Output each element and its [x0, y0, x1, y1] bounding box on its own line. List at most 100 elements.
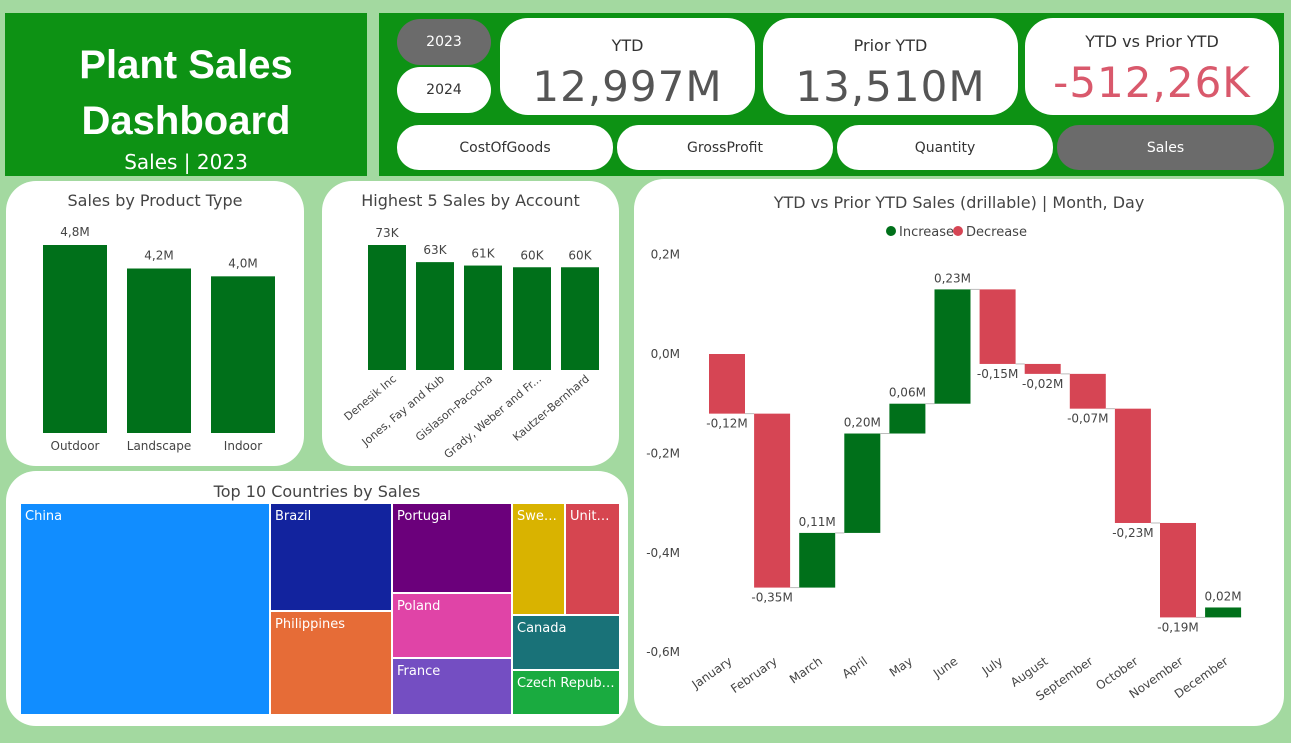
data-label: -0,12M — [706, 417, 747, 431]
data-label: 0,06M — [889, 386, 926, 400]
y-tick-label: -0,6M — [646, 645, 680, 659]
page-subtitle: Sales | 2023 — [124, 150, 248, 174]
bar — [211, 276, 275, 433]
kpi-diff-value: -512,26K — [1053, 58, 1251, 107]
product-type-card: Sales by Product Type 4,8M Outdoor 4,2M Lan… — [6, 181, 304, 466]
metric-button-label: CostOfGoods — [459, 139, 551, 156]
treemap-tile-label: Swed... — [517, 509, 564, 524]
metric-button-label: Sales — [1146, 139, 1185, 156]
waterfall-bar — [979, 289, 1016, 364]
treemap-tile[interactable]: Philippines — [271, 612, 391, 714]
waterfall-bar — [889, 403, 926, 434]
waterfall-bar — [1069, 373, 1106, 409]
product-type-title: Sales by Product Type — [67, 191, 243, 210]
bar — [43, 245, 107, 433]
metric-button-label: Quantity — [914, 139, 976, 156]
data-label: 73K — [375, 226, 399, 240]
bar — [368, 245, 406, 370]
account-title: Highest 5 Sales by Account — [361, 191, 580, 210]
treemap-tile-label: China — [25, 509, 63, 524]
countries-title: Top 10 Countries by Sales — [213, 482, 421, 501]
treemap-tile[interactable]: China — [21, 504, 269, 714]
treemap-tile-label: France — [397, 664, 441, 679]
kpi-prior-label: Prior YTD — [853, 36, 928, 55]
metric-button-sales[interactable]: Sales — [1057, 125, 1274, 170]
metric-button-costofgoods[interactable]: CostOfGoods — [397, 125, 613, 170]
kpi-ytd-label: YTD — [611, 36, 644, 55]
data-label: 61K — [471, 247, 495, 261]
x-tick-label: January — [689, 654, 735, 692]
year-button-2024[interactable]: 2024 — [397, 67, 491, 113]
legend-swatch-decrease — [953, 226, 963, 236]
treemap-tile[interactable]: Brazil — [271, 504, 391, 610]
treemap-tile-label: Philippines — [275, 617, 346, 632]
waterfall-bar — [934, 289, 971, 404]
bar — [561, 267, 599, 370]
treemap-tile[interactable]: France — [393, 659, 511, 714]
title-line-1: Plant Sales — [79, 43, 293, 87]
countries-treemap: China Brazil Philippines Portugal Poland… — [21, 504, 619, 714]
legend-swatch-increase — [886, 226, 896, 236]
x-tick-label: April — [840, 654, 871, 681]
treemap-tile-label: Brazil — [275, 509, 312, 524]
waterfall-title: YTD vs Prior YTD Sales (drillable) | Mon… — [773, 193, 1145, 212]
x-tick-label: July — [979, 654, 1006, 678]
data-label: 63K — [423, 243, 447, 257]
metric-button-label: GrossProfit — [687, 139, 763, 156]
data-label: 4,0M — [228, 256, 257, 270]
treemap-tile[interactable]: Canada — [513, 616, 619, 669]
title-line-2: Dashboard — [81, 99, 291, 143]
waterfall-bar — [709, 354, 745, 414]
y-tick-label: 0,2M — [651, 248, 680, 262]
metric-button-quantity[interactable]: Quantity — [837, 125, 1053, 170]
kpi-ytd-card: YTD 12,997M — [500, 18, 755, 115]
treemap-tile-label: Poland — [397, 599, 441, 614]
y-tick-label: -0,2M — [646, 446, 680, 460]
treemap-tile[interactable]: Poland — [393, 594, 511, 657]
bar — [127, 268, 191, 433]
data-label: 60K — [568, 248, 592, 262]
category-label: Grady, Weber and Fr... — [442, 372, 544, 461]
treemap-tile[interactable]: Czech Republic — [513, 671, 619, 714]
category-label: Landscape — [127, 439, 191, 453]
data-label: 0,02M — [1205, 589, 1242, 603]
data-label: -0,23M — [1112, 526, 1153, 540]
treemap-tile-label: Unite... — [570, 509, 617, 524]
data-label: -0,07M — [1067, 412, 1108, 426]
data-label: -0,19M — [1157, 620, 1198, 634]
treemap-tile[interactable]: Swed... — [513, 504, 564, 614]
treemap-tile[interactable]: Portugal — [393, 504, 511, 592]
data-label: -0,35M — [751, 591, 792, 605]
y-tick-label: 0,0M — [651, 347, 680, 361]
year-button-label: 2024 — [426, 82, 462, 98]
treemap-tile-label: Canada — [517, 621, 567, 636]
metric-button-grossprofit[interactable]: GrossProfit — [617, 125, 833, 170]
page-title: Plant Sales Dashboard — [5, 37, 367, 149]
treemap-tile[interactable]: Unite... — [566, 504, 619, 614]
legend-label: Increase — [899, 225, 954, 240]
product-type-chart: 4,8M Outdoor 4,2M Landscape 4,0M Indoor — [43, 225, 275, 453]
waterfall-bar — [1114, 408, 1151, 523]
waterfall-bar — [1205, 607, 1242, 618]
treemap-tile-label: Portugal — [397, 509, 451, 524]
data-label: -0,15M — [977, 367, 1018, 381]
category-label: Jones, Fay and Kub — [359, 372, 447, 449]
kpi-ytd-value: 12,997M — [532, 62, 723, 111]
waterfall-bar — [754, 413, 791, 588]
data-label: 60K — [520, 248, 544, 262]
legend-label: Decrease — [966, 225, 1027, 240]
kpi-prior-value: 13,510M — [795, 62, 986, 111]
waterfall-bar — [1024, 363, 1061, 374]
waterfall-bar — [1160, 522, 1196, 618]
title-panel: Plant Sales Dashboard Sales | 2023 — [5, 13, 367, 176]
x-tick-label: February — [728, 654, 780, 696]
x-tick-label: May — [887, 654, 915, 680]
year-button-2023[interactable]: 2023 — [397, 19, 491, 65]
category-label: Indoor — [224, 439, 262, 453]
x-tick-label: March — [787, 654, 825, 686]
waterfall-card: YTD vs Prior YTD Sales (drillable) | Mon… — [634, 179, 1284, 726]
x-tick-label: June — [930, 654, 960, 681]
bar — [464, 265, 502, 370]
data-label: 0,11M — [799, 515, 836, 529]
